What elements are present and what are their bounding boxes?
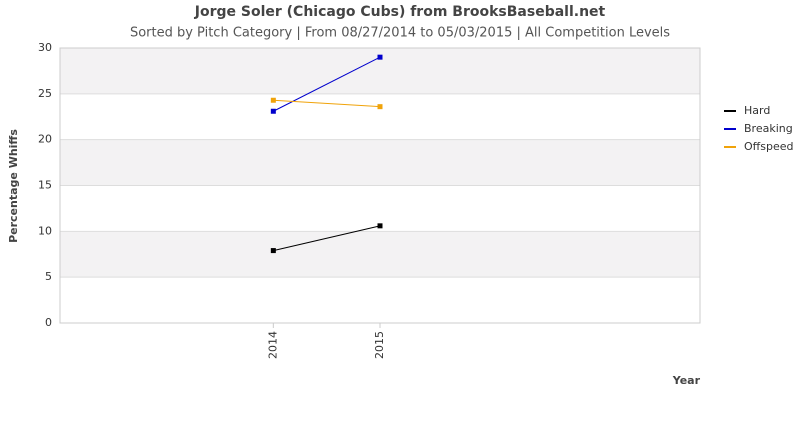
y-axis-label: Percentage Whiffs bbox=[7, 129, 20, 243]
legend-label: Breaking bbox=[744, 122, 793, 135]
grid-band bbox=[60, 139, 700, 186]
y-tick-label: 10 bbox=[38, 224, 52, 237]
series-line bbox=[273, 99, 381, 108]
point bbox=[270, 97, 276, 103]
legend-label: Hard bbox=[744, 104, 770, 117]
point bbox=[377, 104, 383, 110]
series-line bbox=[273, 56, 381, 112]
x-tick-label: 2015 bbox=[373, 331, 386, 359]
point bbox=[377, 223, 383, 229]
legend-label: Offspeed bbox=[744, 140, 793, 153]
chart-title: Jorge Soler (Chicago Cubs) from BrooksBa… bbox=[194, 4, 606, 20]
grid-band bbox=[60, 231, 700, 278]
x-axis-label: Year bbox=[672, 374, 701, 387]
point bbox=[270, 108, 276, 114]
y-tick-label: 15 bbox=[38, 179, 52, 192]
y-tick-label: 30 bbox=[38, 41, 52, 54]
y-tick-label: 0 bbox=[45, 316, 52, 329]
y-tick-label: 5 bbox=[45, 270, 52, 283]
chart-subtitle: Sorted by Pitch Category | From 08/27/20… bbox=[130, 26, 670, 41]
x-tick-label: 2014 bbox=[266, 331, 279, 359]
point bbox=[270, 248, 276, 254]
series-line bbox=[273, 225, 381, 252]
point bbox=[377, 54, 383, 60]
y-tick-label: 25 bbox=[38, 87, 52, 100]
y-tick-label: 20 bbox=[38, 133, 52, 146]
